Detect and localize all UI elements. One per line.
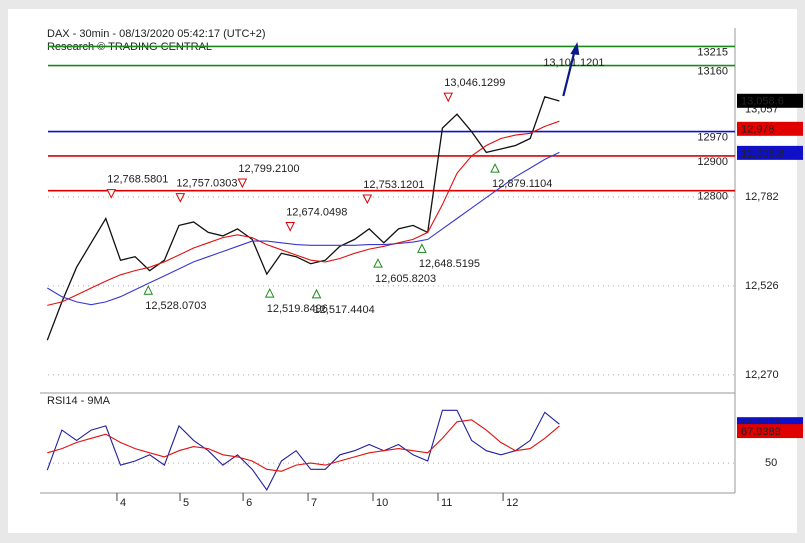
low-label: 12,879.1104 (492, 178, 552, 190)
rsi-title: RSI14 - 9MA (47, 395, 111, 407)
target-arrow (562, 47, 577, 97)
low-label: 12,648.5195 (419, 258, 480, 270)
price-box-label: 13,058.6 (741, 96, 784, 108)
x-tick-label: 5 (183, 497, 189, 509)
low-label: 12,528.0703 (145, 300, 206, 312)
chart-background (8, 9, 797, 533)
high-marker (237, 178, 248, 189)
low-marker (417, 243, 427, 253)
level-label: 12900 (697, 156, 728, 168)
x-tick-label: 6 (246, 497, 252, 509)
x-tick-label: 10 (376, 497, 388, 509)
rsi-box (737, 424, 803, 439)
low-marker (264, 287, 275, 298)
low-label: 12,519.8496 (267, 303, 328, 315)
chart-title: DAX - 30min - 08/13/2020 05:42:17 (UTC+2… (47, 28, 266, 40)
price-box-label: 12,978 (741, 124, 775, 136)
level-label: 12800 (697, 191, 728, 203)
price-box (737, 145, 803, 160)
low-label: 12,605.8203 (375, 273, 436, 285)
high-label: 12,799.2100 (238, 163, 299, 175)
level-label: 12970 (697, 131, 728, 143)
high-marker (285, 221, 296, 232)
price-box (737, 93, 803, 108)
level-label: 13160 (697, 65, 728, 77)
y-tick-label: 12,782 (745, 191, 779, 203)
low-marker (490, 163, 500, 173)
high-label: 12,757.0303 (176, 178, 237, 190)
y-tick-label: 12,526 (745, 280, 779, 292)
high-label: 13,046.1299 (444, 77, 505, 89)
x-tick-label: 11 (441, 497, 452, 509)
rsi-tick-label: 50 (765, 457, 777, 469)
target-label: 13,101.1201 (543, 57, 604, 69)
price-line (46, 96, 560, 341)
arrow-head (570, 42, 580, 56)
rsi-line (47, 419, 560, 472)
x-tick-label: 4 (120, 497, 126, 509)
low-label: 12,517.4404 (314, 304, 375, 316)
high-marker (175, 193, 186, 203)
price-line (47, 151, 560, 306)
price-box-label: 12,908.8 (741, 148, 784, 160)
low-marker (143, 285, 154, 295)
high-label: 12,768.5801 (107, 174, 168, 186)
high-label: 12,674.0498 (286, 206, 347, 218)
y-tick-label: 12,270 (745, 369, 779, 381)
rsi-line (46, 409, 560, 491)
high-marker (106, 189, 117, 199)
x-tick-label: 12 (506, 497, 518, 509)
price-box (737, 121, 803, 136)
price-line (47, 120, 560, 306)
high-label: 12,753.1201 (363, 179, 424, 191)
x-tick-label: 7 (311, 497, 317, 509)
high-marker (362, 194, 373, 205)
low-marker (373, 258, 383, 268)
low-marker (311, 288, 322, 299)
level-label: 13215 (697, 46, 728, 58)
rsi-box-label: 67.9389 (741, 426, 781, 438)
high-marker (443, 92, 454, 103)
